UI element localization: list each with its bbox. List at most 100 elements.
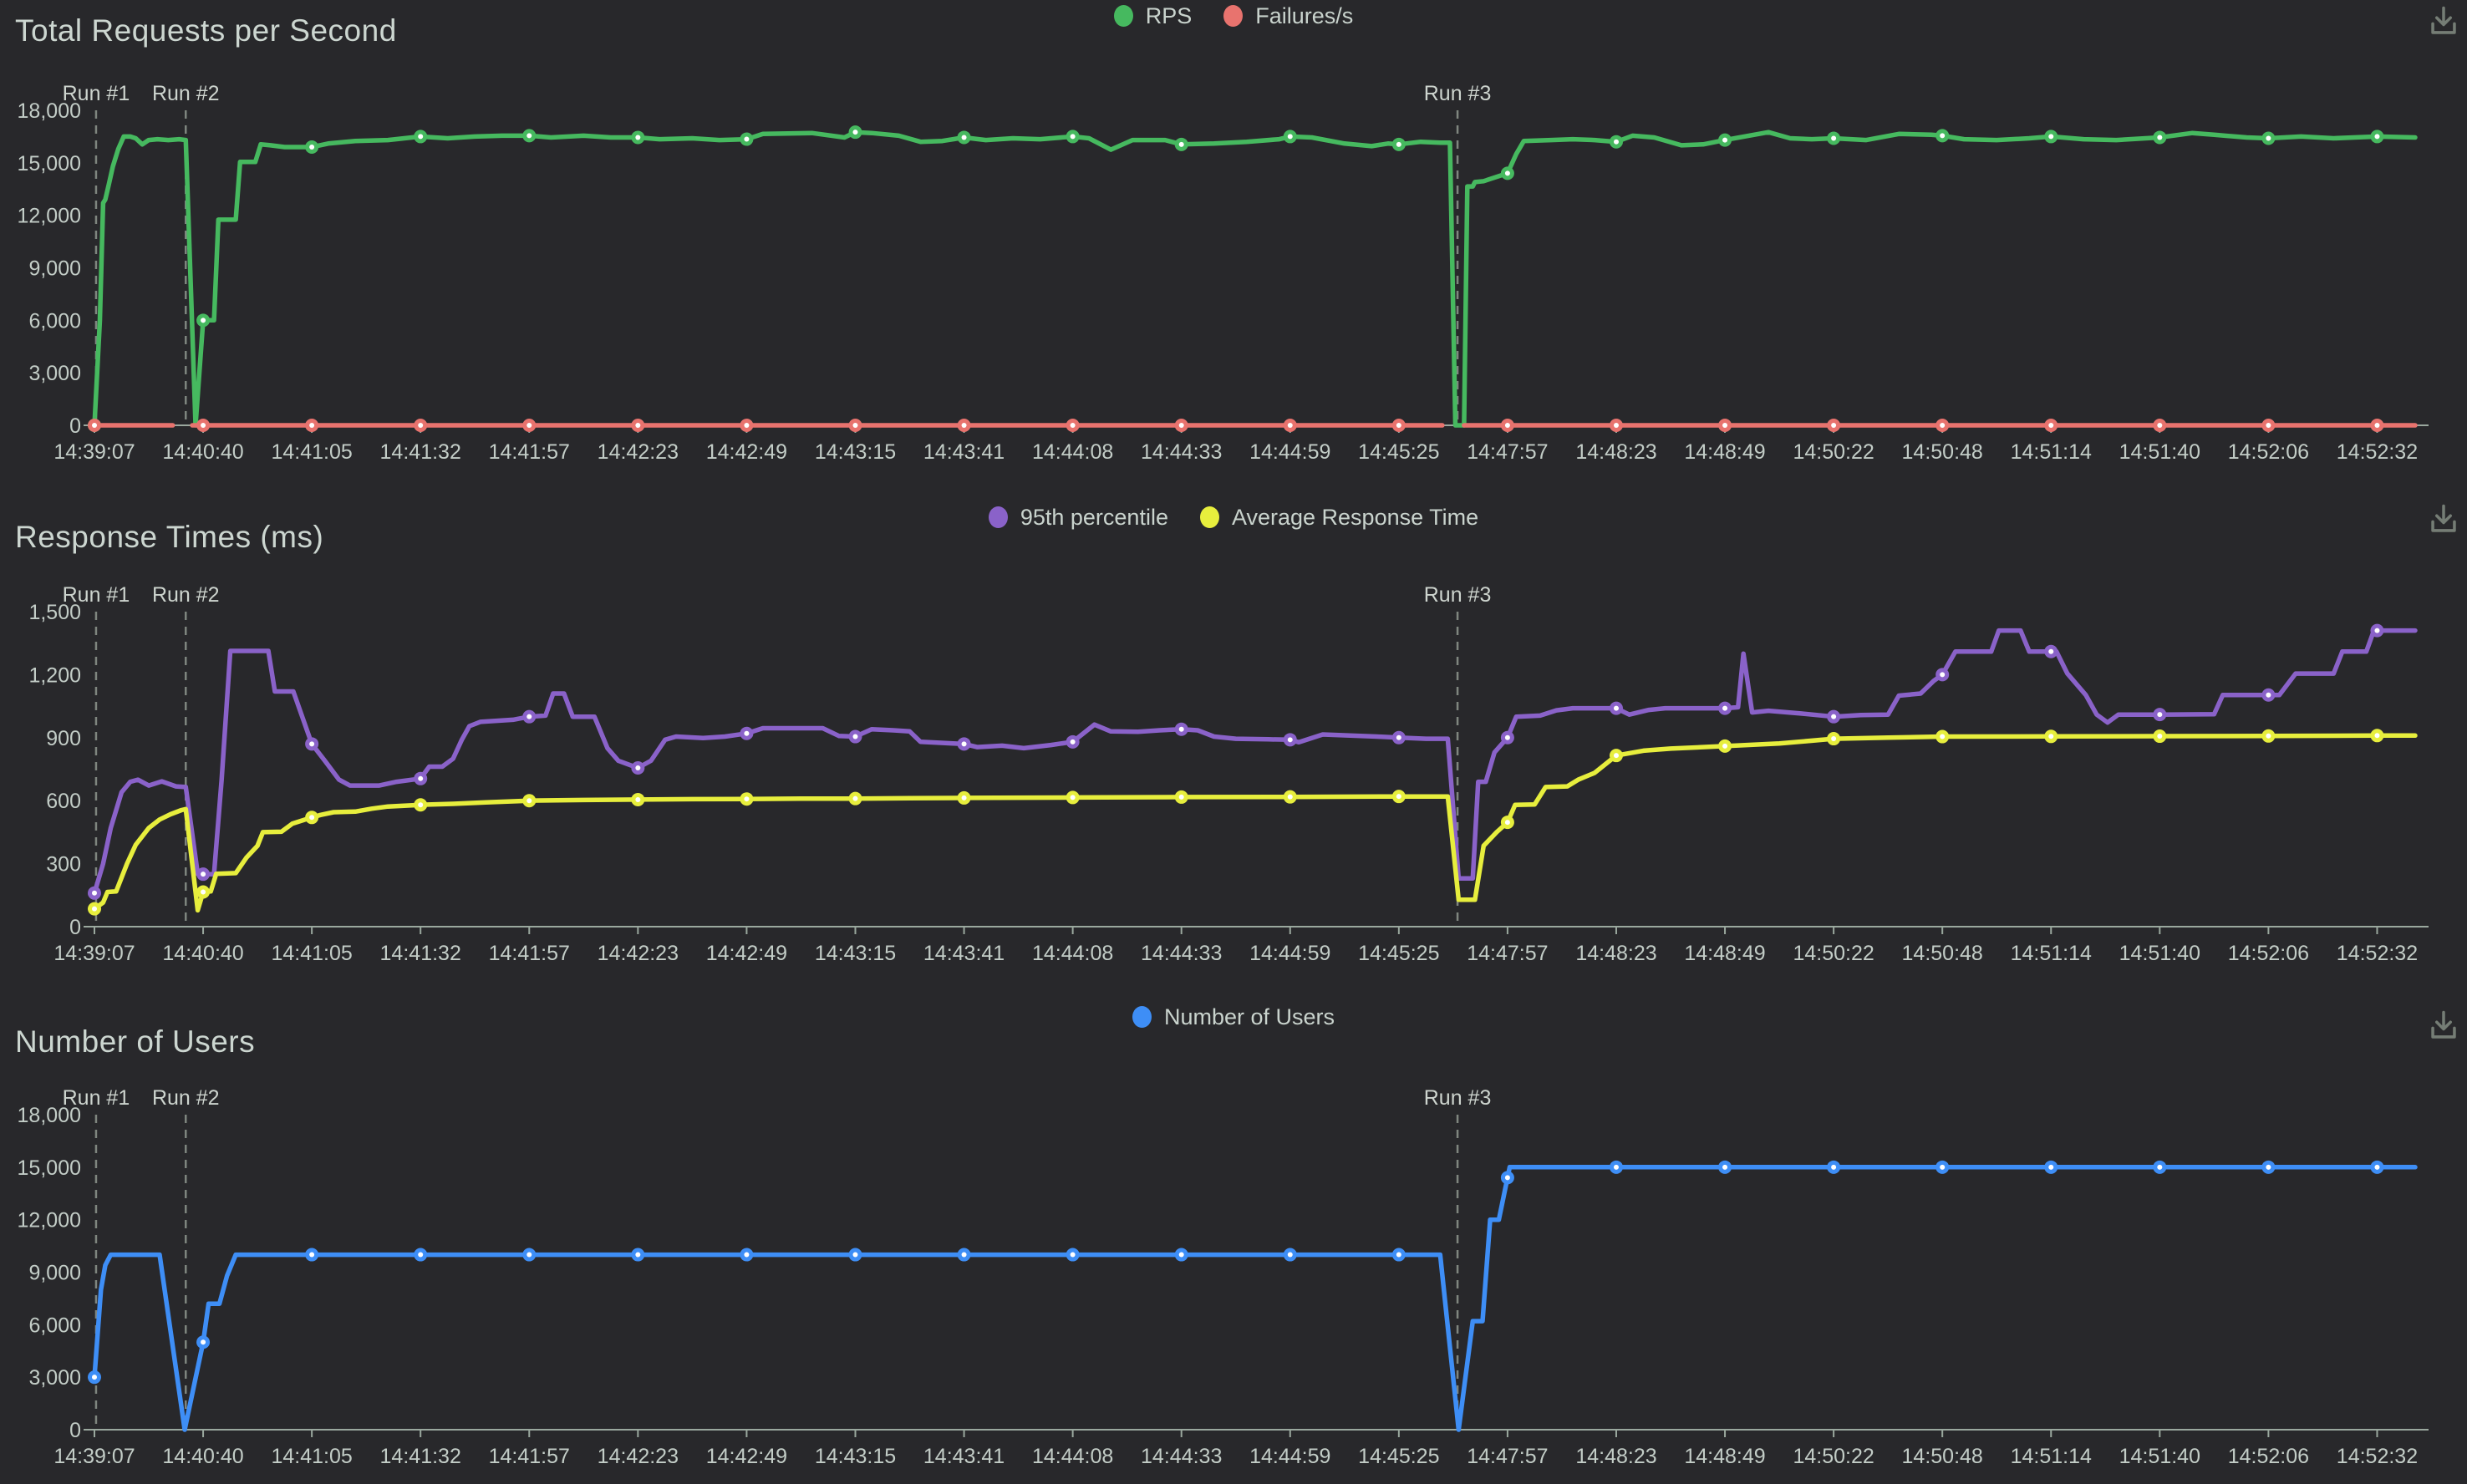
- data-point-marker-center: [2266, 423, 2271, 428]
- average-response-time-markers: [88, 729, 2384, 916]
- run-marker-label: Run #2: [152, 82, 220, 105]
- y-axis-label: 9,000: [28, 257, 81, 281]
- download-icon[interactable]: [2427, 5, 2460, 38]
- data-point-marker-center: [526, 714, 532, 719]
- plot-area[interactable]: 0 3,000 6,000 9,000 12,000 15,000 18,000 14:39:…: [0, 0, 2467, 495]
- data-point-marker-center: [526, 423, 532, 428]
- x-axis-label: 14:48:49: [1684, 942, 1765, 965]
- data-point-marker-center: [418, 423, 424, 428]
- x-axis-label: 14:41:05: [271, 440, 352, 464]
- legend-item-average-response-time[interactable]: Average Response Time: [1199, 504, 1479, 531]
- x-axis-label: 14:50:22: [1793, 1445, 1874, 1468]
- data-point-marker-center: [2374, 1164, 2380, 1170]
- x-axis-label: 14:44:33: [1141, 942, 1222, 965]
- data-point-marker-center: [1613, 1164, 1619, 1170]
- y-axis-label: 0: [69, 916, 81, 939]
- chart-response-times: 0 300 600 900 1,200 1,500 14:39:07 14:40:40 14:4…: [0, 495, 2467, 989]
- data-point-marker-center: [309, 144, 315, 150]
- plot-area[interactable]: 0 3,000 6,000 9,000 12,000 15,000 18,000 14:39:…: [0, 989, 2467, 1484]
- data-point-marker-center: [1070, 1252, 1076, 1258]
- data-point-marker-center: [418, 775, 424, 781]
- 95th-percentile-line: [92, 628, 2418, 896]
- x-axis-label: 14:51:14: [2011, 1445, 2092, 1468]
- data-point-marker-center: [2157, 423, 2163, 428]
- y-axis-label: 1,500: [28, 601, 81, 624]
- x-axis-label: 14:39:07: [53, 942, 135, 965]
- x-axis-label: 14:52:32: [2337, 1445, 2418, 1468]
- data-point-marker-center: [1396, 1252, 1401, 1258]
- legend-item-rps[interactable]: RPS: [1113, 3, 1193, 29]
- x-axis-label: 14:51:14: [2011, 942, 2092, 965]
- data-point-marker-center: [309, 1252, 315, 1258]
- data-point-marker-center: [92, 890, 97, 896]
- x-axis-label: 14:48:23: [1575, 942, 1656, 965]
- download-icon[interactable]: [2427, 503, 2460, 536]
- average-response-time-line: [92, 733, 2418, 913]
- legend-item-95th-percentile[interactable]: 95th percentile: [988, 505, 1168, 531]
- data-point-marker-center: [2048, 134, 2054, 140]
- data-point-marker-center: [1396, 734, 1401, 740]
- download-icon[interactable]: [2427, 1009, 2460, 1043]
- data-point-marker-center: [635, 765, 641, 770]
- x-axis-label: 14:41:05: [271, 942, 352, 965]
- data-point-marker-center: [1831, 135, 1837, 141]
- download-tray-glyph: [2431, 520, 2456, 532]
- data-point-marker-center: [92, 423, 97, 428]
- y-axis-label: 1,200: [28, 663, 81, 687]
- x-axis-label: 14:41:05: [271, 1445, 352, 1468]
- x-axis-label: 14:43:41: [923, 440, 1005, 464]
- download-arrow-glyph: [2435, 1010, 2452, 1031]
- data-point-marker-center: [1504, 170, 1510, 176]
- data-point-marker-center: [2157, 734, 2163, 739]
- data-point-marker-center: [1178, 726, 1184, 732]
- y-axis-label: 0: [69, 1419, 81, 1442]
- data-point-marker-center: [526, 133, 532, 139]
- data-point-marker-center: [2266, 733, 2271, 739]
- data-point-marker-center: [1396, 794, 1401, 800]
- data-point-marker-center: [201, 318, 206, 323]
- failures-s-markers: [88, 419, 2384, 432]
- data-point-marker-center: [1287, 794, 1293, 800]
- data-point-marker-center: [418, 1252, 424, 1258]
- data-point-marker-center: [2374, 733, 2380, 739]
- legend-label: RPS: [1145, 3, 1193, 28]
- data-point-marker-center: [1613, 423, 1619, 428]
- run-marker-label: Run #3: [1424, 82, 1492, 105]
- data-point-marker-center: [852, 734, 858, 739]
- data-point-marker-center: [1940, 672, 1946, 678]
- x-axis-label: 14:41:32: [380, 440, 461, 464]
- y-axis-label: 15,000: [18, 152, 81, 175]
- run-marker-label: Run #3: [1424, 583, 1492, 607]
- x-axis-label: 14:42:23: [598, 440, 679, 464]
- x-axis-label: 14:43:15: [815, 440, 896, 464]
- data-point-marker-center: [2048, 734, 2054, 739]
- data-point-marker-center: [961, 795, 967, 800]
- data-point-marker-center: [635, 135, 641, 140]
- data-point-marker-center: [1396, 141, 1401, 147]
- legend: Number of Users: [0, 1003, 2467, 1031]
- data-point-marker-center: [1504, 820, 1510, 826]
- data-point-marker-center: [1613, 139, 1619, 145]
- data-point-marker-center: [1287, 423, 1293, 428]
- 95th-percentile-markers: [88, 623, 2384, 900]
- x-axis-label: 14:40:40: [162, 440, 243, 464]
- x-axis-label: 14:44:08: [1032, 1445, 1113, 1468]
- x-axis-label: 14:50:48: [1902, 1445, 1983, 1468]
- plot-area[interactable]: 0 300 600 900 1,200 1,500 14:39:07 14:40:40 14:4…: [0, 495, 2467, 989]
- legend-item-failures-s[interactable]: Failures/s: [1223, 3, 1353, 29]
- download-arrow-icon: [2431, 6, 2456, 34]
- x-axis-label: 14:45:25: [1358, 942, 1439, 965]
- chart-total-requests-per-second: 0 3,000 6,000 9,000 12,000 15,000 18,000 14:39:…: [0, 0, 2467, 495]
- data-point-marker-center: [1287, 134, 1293, 140]
- data-point-marker-center: [1831, 1164, 1837, 1170]
- chart-title: Total Requests per Second: [15, 13, 397, 48]
- data-point-marker-center: [852, 795, 858, 801]
- legend-label: Average Response Time: [1231, 504, 1479, 530]
- download-arrow-icon: [2431, 1010, 2456, 1039]
- x-axis-label: 14:42:49: [706, 1445, 787, 1468]
- x-axis-label: 14:52:06: [2228, 440, 2309, 464]
- legend-item-number-of-users[interactable]: Number of Users: [1132, 1004, 1335, 1030]
- data-point-marker-center: [1070, 739, 1076, 745]
- data-point-marker-center: [961, 1252, 967, 1258]
- y-axis-label: 600: [46, 790, 81, 813]
